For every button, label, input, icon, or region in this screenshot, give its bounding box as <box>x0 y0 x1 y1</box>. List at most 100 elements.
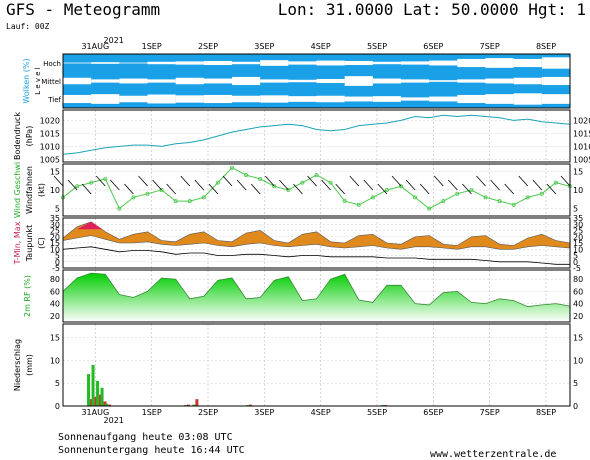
cloud-bar <box>232 95 261 103</box>
cloud-bar <box>119 78 148 84</box>
wind-barb <box>180 175 191 187</box>
wind-point <box>370 195 375 200</box>
wind-point <box>356 202 361 207</box>
precip-bar-total <box>103 401 107 406</box>
wind-point <box>441 199 446 204</box>
cloud-bar <box>457 58 486 68</box>
cloud-bar <box>288 96 317 102</box>
cloud-bar <box>316 78 345 84</box>
precip-bar-convective <box>91 365 95 406</box>
wind-point <box>413 195 418 200</box>
cloud-bar <box>513 77 542 85</box>
y-tick-label-right: 1020 <box>573 116 590 125</box>
temp-band <box>62 221 571 250</box>
precip-bar-total <box>108 404 112 406</box>
wind-barb <box>222 175 233 187</box>
wind-barb <box>532 179 543 191</box>
y-tick-label-right: 15 <box>573 239 583 248</box>
cloud-bar <box>541 76 570 86</box>
cloud-bar <box>119 95 148 103</box>
cloud-bar <box>429 80 458 82</box>
wind-barb <box>264 175 275 187</box>
cloud-bar <box>260 95 289 103</box>
wind-point <box>131 195 136 200</box>
wind-point <box>314 173 319 178</box>
precip-bar-total <box>195 399 199 406</box>
top-day-label: 7SEP <box>480 42 500 51</box>
precip-bar-convective <box>105 403 109 406</box>
cloud-bar <box>203 60 232 66</box>
wind-point <box>398 184 403 189</box>
year-label: 2021 <box>104 36 124 45</box>
wind-point <box>215 180 220 185</box>
y-tick-label: 15 <box>50 334 60 343</box>
pressure-unit: (hPa) <box>25 126 34 147</box>
y-tick-label-right: 10 <box>573 245 583 254</box>
wind-point <box>201 195 206 200</box>
y-tick-label-right: 1010 <box>573 142 590 151</box>
y-tick-label: 0 <box>55 258 60 267</box>
wind-speed-line <box>62 167 571 210</box>
y-tick-label: -5 <box>52 264 60 273</box>
temp-peak <box>77 221 103 230</box>
cloud-bar <box>344 76 373 86</box>
y-tick-label: 10 <box>50 186 60 195</box>
wind-barb <box>419 183 430 195</box>
y-tick-label: 5 <box>55 379 60 388</box>
bottom-day-label: 3SEP <box>254 408 274 417</box>
wind-point <box>173 199 178 204</box>
wind-barb <box>335 183 345 195</box>
cloud-bar <box>147 94 176 104</box>
temp-frame <box>62 217 571 269</box>
y-tick-label-right: -5 <box>573 264 581 273</box>
cloud-bar <box>63 62 92 64</box>
wind-barb <box>462 183 472 195</box>
precip-label: Niederschlag <box>13 339 22 391</box>
bottom-day-label: 6SEP <box>423 408 443 417</box>
y-tick-label: 5 <box>55 252 60 261</box>
precip-bar-total <box>248 404 252 406</box>
y-tick-label: 0 <box>55 402 60 411</box>
cloud-bar <box>372 61 401 65</box>
wind-barb <box>138 175 148 187</box>
temp-unit: (C) <box>37 237 46 249</box>
y-tick-label: 1015 <box>40 129 60 138</box>
y-tick-label-right: 80 <box>573 275 583 284</box>
wind-point <box>89 180 94 185</box>
bottom-day-label: 31AUG <box>81 408 109 417</box>
wind-point <box>272 184 277 189</box>
cloud-bar <box>429 60 458 66</box>
cloud-bar <box>457 79 486 83</box>
wind-point <box>384 187 389 192</box>
cloud-bar <box>119 62 148 64</box>
y-tick-label: 10 <box>50 245 60 254</box>
y-tick-label-right: 0 <box>573 258 578 267</box>
wind-barb <box>433 175 444 187</box>
wind-point <box>75 184 80 189</box>
wind-barb <box>236 179 247 191</box>
cloud-bar <box>175 77 204 85</box>
wind-barb <box>518 175 529 187</box>
bottom-day-label: 2SEP <box>198 408 218 417</box>
cloud-bar <box>232 76 261 86</box>
site-credit: www.wetterzentrale.de <box>430 449 557 460</box>
wind-point <box>511 202 516 207</box>
wind-point <box>455 191 460 196</box>
cloud-level-label: Tief <box>47 96 61 104</box>
wind-barb <box>110 179 120 191</box>
cloud-bar <box>288 79 317 83</box>
wind-point <box>483 195 488 200</box>
wind-point <box>258 176 263 181</box>
wind-barb <box>560 175 571 187</box>
cloud-bar <box>175 95 204 103</box>
wind-point <box>159 187 164 192</box>
cloud-bar <box>175 61 204 65</box>
y-tick-label: 40 <box>50 300 60 309</box>
top-day-label: 8SEP <box>536 42 556 51</box>
wind-barb <box>504 183 514 195</box>
wind-point <box>539 191 544 196</box>
cloud-bar <box>91 94 120 104</box>
wind-label: Windfahnen <box>25 166 34 214</box>
cloud-bar <box>91 79 120 83</box>
